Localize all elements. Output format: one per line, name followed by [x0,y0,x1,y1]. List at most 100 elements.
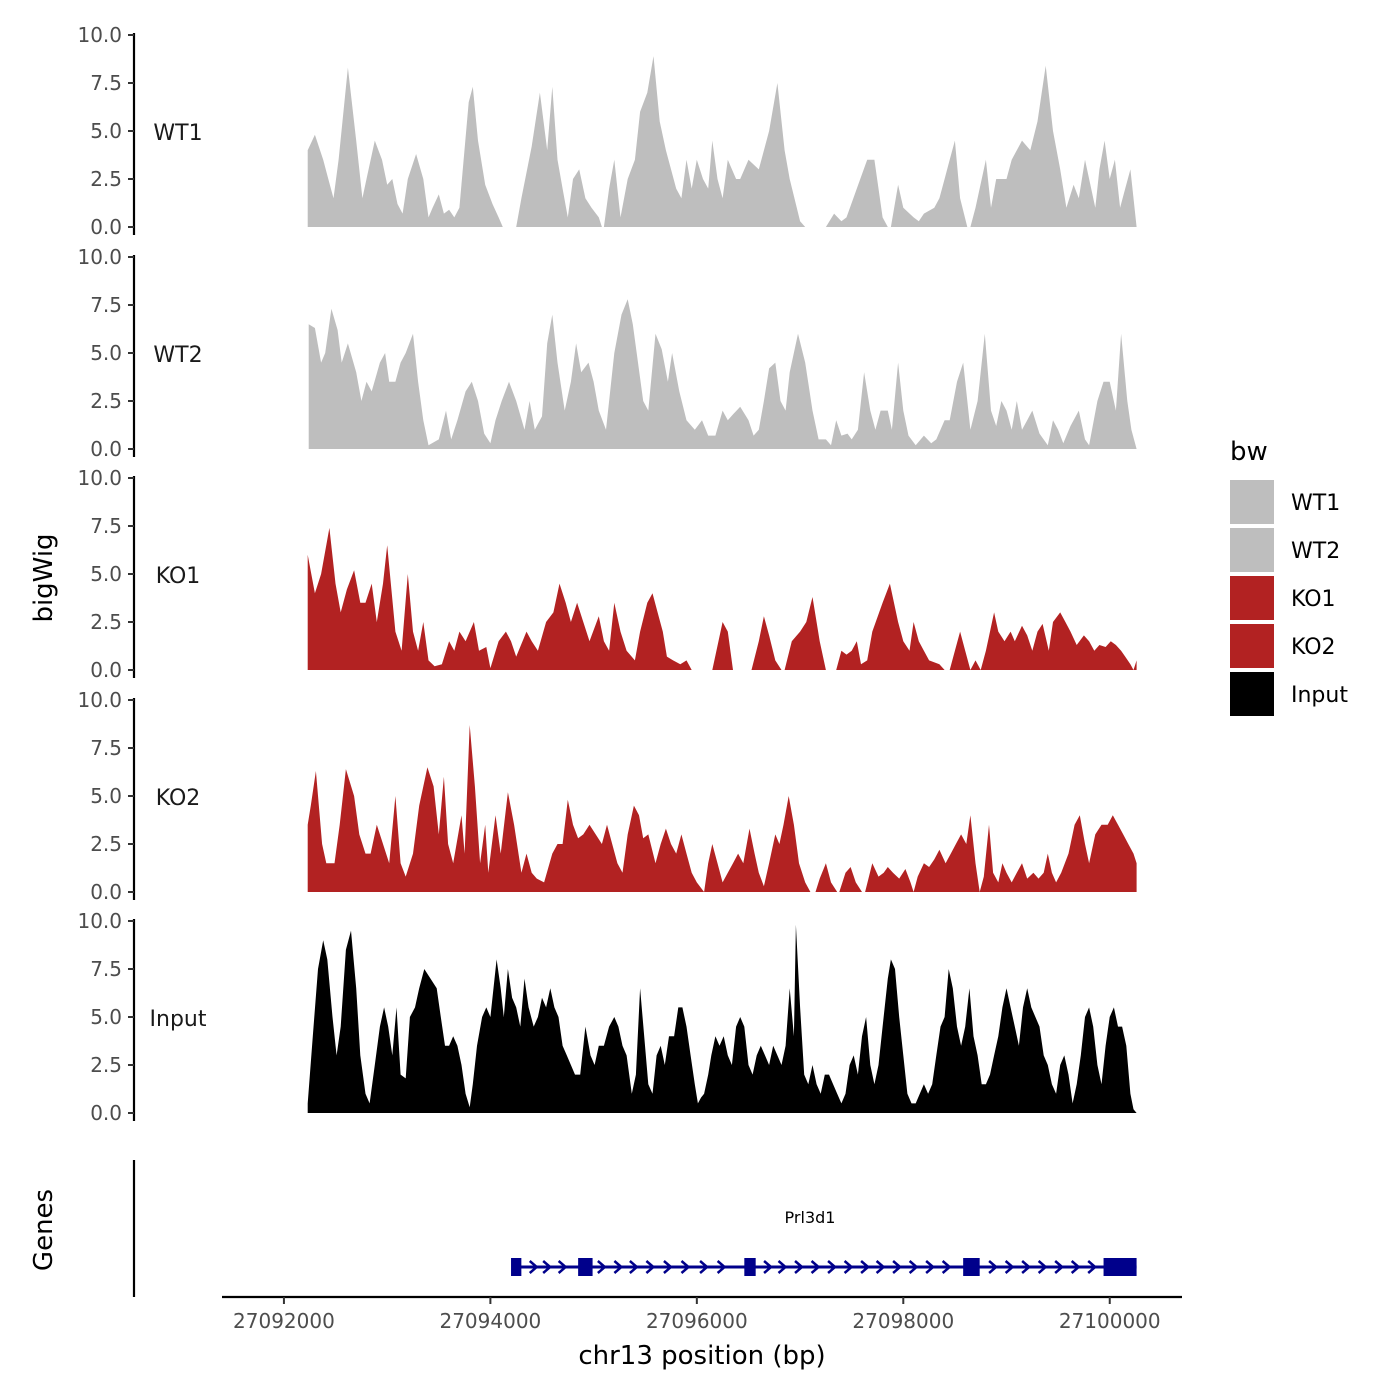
track-ko2: 0.0 2.5 5.0 7.5 10.0 KO2 [77,688,1137,904]
y-tick-label: 10.0 [77,245,122,269]
y-tick-label: 10.0 [77,466,122,490]
strand-arrow [777,1260,788,1274]
strand-arrow [597,1260,607,1274]
strand-arrow [1021,1260,1032,1274]
gene-exon [511,1258,522,1276]
gene-exon [744,1258,756,1276]
y-tick-label: 0.0 [90,1101,122,1125]
strand-arrow [860,1260,871,1274]
strand-arrow [908,1260,919,1274]
y-tick-label: 10.0 [77,688,122,712]
strand-arrow [1004,1260,1015,1274]
y-tick-label: 2.5 [90,167,122,191]
y-tick-label: 2.5 [90,1053,122,1077]
coverage-area-wt1 [307,56,1137,227]
x-tick-label: 27100000 [1059,1309,1161,1333]
strand-arrow [1054,1260,1065,1274]
legend-label-ko1: KO1 [1291,587,1336,612]
gene-exon [578,1258,593,1276]
strand-arrow [1087,1260,1098,1274]
legend-label-wt1: WT1 [1291,491,1340,516]
strand-arrow [528,1260,539,1274]
strand-arrow [827,1260,837,1274]
strand-arrow [988,1260,999,1274]
legend-swatch-input [1230,672,1274,716]
y-tick-label: 5.0 [90,1005,122,1029]
gene-label: Prl3d1 [785,1208,836,1227]
track-label-wt2: WT2 [153,343,202,368]
y-tick-label: 7.5 [90,957,122,981]
track-ko1: 0.0 2.5 5.0 7.5 10.0 KO1 [77,466,1137,682]
strand-arrow [763,1260,773,1274]
gene-exon [1103,1258,1137,1276]
y-axis-title: bigWig [29,533,59,622]
y-tick-label: 5.0 [90,341,122,365]
legend-swatch-ko1 [1230,576,1274,620]
track-label-input: Input [150,1007,207,1032]
y-tick-label: 0.0 [90,880,122,904]
legend-label-wt2: WT2 [1291,539,1340,564]
track-input: 0.0 2.5 5.0 7.5 10.0 Input [77,909,1137,1125]
strand-arrow [1070,1260,1081,1274]
y-tick-label: 10.0 [77,909,122,933]
strand-arrow [925,1260,936,1274]
strand-arrow [1037,1260,1048,1274]
gene-panel: Prl3d1 [132,1160,1137,1297]
legend-label-ko2: KO2 [1291,635,1336,660]
y-tick-label: 0.0 [90,437,122,461]
strand-arrow [810,1260,821,1274]
y-tick-label: 10.0 [77,23,122,47]
y-tick-label: 0.0 [90,215,122,239]
x-axis: 27092000 27094000 27096000 27098000 27100000 [222,1295,1182,1333]
strand-arrow [875,1260,886,1274]
legend-title: bw [1230,437,1268,467]
gene-exon [963,1258,980,1276]
y-tick-label: 2.5 [90,389,122,413]
strand-arrow [645,1260,656,1274]
coverage-area-ko1 [307,527,1137,670]
track-wt1: 0.0 2.5 5.0 7.5 10.0 WT1 [77,23,1137,239]
strand-arrow [892,1260,903,1274]
strand-arrow [542,1260,553,1274]
strand-arrow [613,1260,624,1274]
x-tick-label: 27098000 [852,1309,954,1333]
x-tick-label: 27096000 [646,1309,748,1333]
y-tick-label: 2.5 [90,610,122,634]
track-label-wt1: WT1 [153,121,202,146]
track-label-ko2: KO2 [156,786,201,811]
strand-arrow [680,1260,691,1274]
bigwig-tracks: 0.02.55.07.510.0WT10.02.55.07.510.0WT20.… [77,23,1137,1125]
strand-arrow [941,1260,952,1274]
y-tick-label: 5.0 [90,562,122,586]
gene-prl3d1: Prl3d1 [511,1208,1137,1276]
legend: bw WT1 WT2 KO1 KO2 Input [1230,437,1348,716]
y-tick-label: 7.5 [90,71,122,95]
strand-arrow [557,1260,568,1274]
y-tick-label: 5.0 [90,119,122,143]
y-tick-label: 7.5 [90,293,122,317]
legend-swatch-wt2 [1230,528,1274,572]
x-tick-label: 27094000 [439,1309,541,1333]
x-axis-title: chr13 position (bp) [578,1341,825,1371]
strand-arrow [794,1260,804,1274]
strand-arrow [716,1260,727,1274]
track-wt2: 0.0 2.5 5.0 7.5 10.0 WT2 [77,245,1137,461]
y-tick-label: 7.5 [90,514,122,538]
track-label-ko1: KO1 [156,564,201,589]
coverage-area-wt2 [308,299,1137,449]
y-tick-label: 0.0 [90,658,122,682]
strand-arrow [629,1260,639,1274]
y-tick-label: 5.0 [90,784,122,808]
strand-arrow [663,1260,673,1274]
x-tick-label: 27092000 [233,1309,335,1333]
legend-swatch-wt1 [1230,480,1274,524]
legend-label-input: Input [1291,683,1348,708]
strand-arrow [699,1260,709,1274]
y-tick-label: 2.5 [90,832,122,856]
coverage-area-input [307,924,1137,1113]
y-tick-label: 7.5 [90,736,122,760]
genes-axis-title: Genes [29,1189,59,1271]
strand-arrow [843,1260,854,1274]
coverage-area-ko2 [307,725,1137,892]
